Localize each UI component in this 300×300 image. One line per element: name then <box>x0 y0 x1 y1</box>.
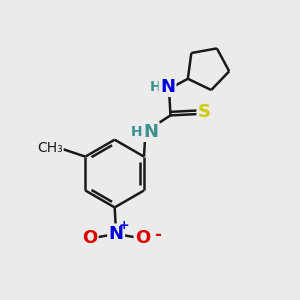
Text: O: O <box>135 229 150 247</box>
Text: H: H <box>150 80 162 94</box>
Text: H: H <box>130 124 142 139</box>
Text: N: N <box>109 225 124 243</box>
Text: -: - <box>154 226 161 244</box>
Text: N: N <box>160 77 175 95</box>
Text: CH₃: CH₃ <box>37 141 63 155</box>
Text: S: S <box>198 103 211 122</box>
Text: N: N <box>143 123 158 141</box>
Text: +: + <box>119 219 130 232</box>
Text: O: O <box>82 229 97 247</box>
